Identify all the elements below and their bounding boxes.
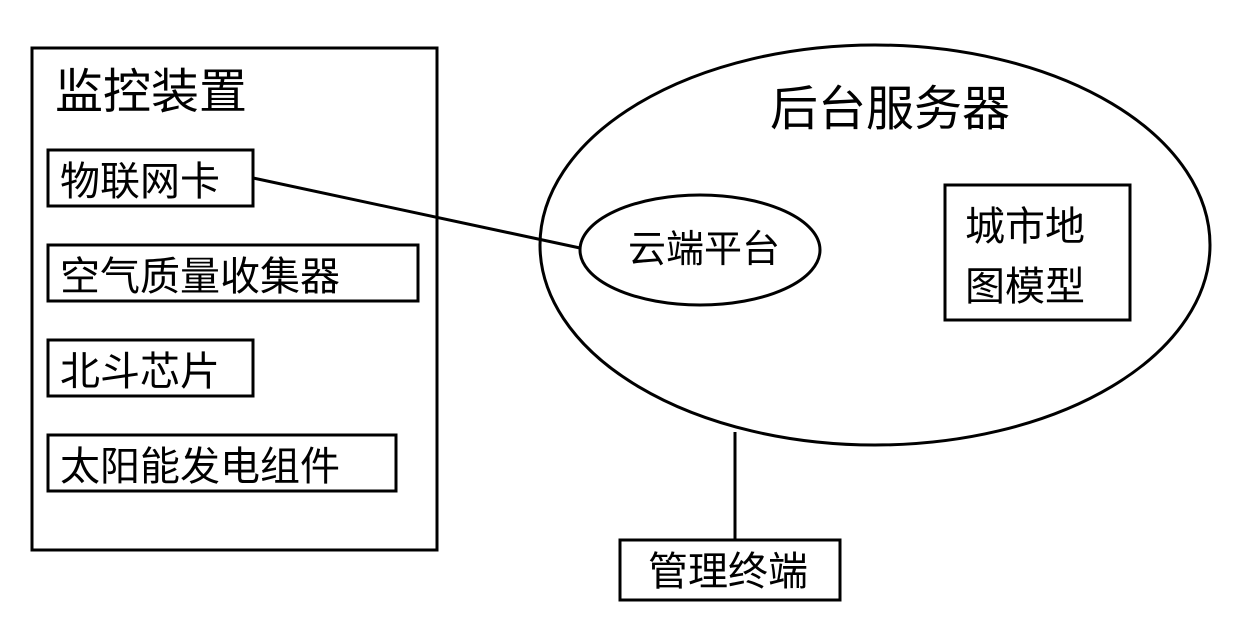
solar-power-label: 太阳能发电组件	[60, 444, 340, 489]
air-quality-label: 空气质量收集器	[60, 254, 340, 299]
cloud-platform-label: 云端平台	[628, 229, 780, 271]
beidou-chip-label: 北斗芯片	[60, 349, 220, 394]
city-map-label-2: 图模型	[965, 264, 1085, 309]
iot-card-label: 物联网卡	[60, 159, 220, 204]
diagram-canvas: 监控装置 物联网卡 空气质量收集器 北斗芯片 太阳能发电组件 后台服务器 云端平…	[0, 0, 1240, 632]
edge-iot-to-cloud	[253, 178, 580, 248]
management-terminal-label: 管理终端	[648, 549, 808, 594]
city-map-label-1: 城市地	[965, 204, 1085, 249]
monitoring-device-title: 监控装置	[55, 66, 247, 119]
backend-server-title: 后台服务器	[770, 83, 1010, 136]
